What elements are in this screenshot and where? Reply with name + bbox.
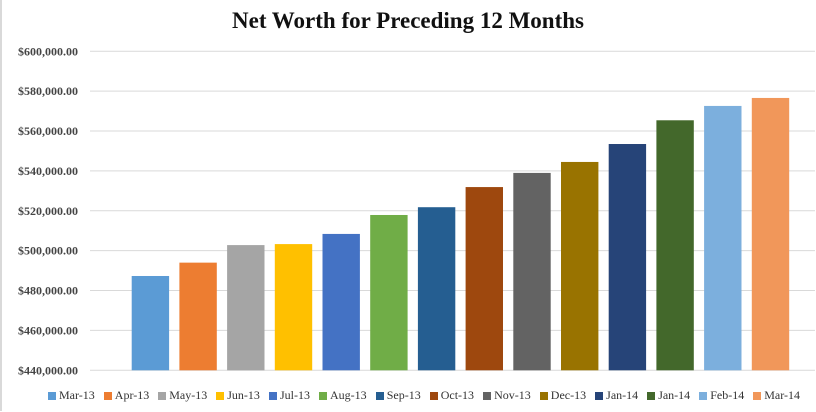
legend-label: Aug-13	[330, 388, 367, 402]
legend-item: Jan-14	[595, 388, 638, 403]
legend-item: Sep-13	[375, 388, 421, 403]
legend-swatch	[699, 391, 708, 400]
y-tick-label: $460,000.00	[18, 323, 78, 337]
bar-jan-14	[608, 144, 647, 371]
legend-label: Mar-13	[59, 388, 95, 402]
legend-swatch	[595, 391, 604, 400]
legend-item: Oct-13	[429, 388, 475, 403]
bar-nov-13	[513, 172, 551, 371]
legend-item: Nov-13	[483, 388, 531, 403]
legend-item: Mar-14	[753, 388, 800, 403]
legend-swatch	[375, 391, 384, 400]
bar-sep-13	[417, 207, 456, 371]
legend-swatch	[319, 391, 327, 400]
legend-label: Sep-13	[386, 388, 421, 402]
legend-label: Dec-13	[550, 388, 587, 402]
legend-label: Jan-14	[606, 388, 639, 402]
legend-label: Nov-13	[494, 388, 531, 402]
bar-jul-13	[322, 233, 360, 371]
bar-mar-14	[751, 97, 790, 371]
legend-label: Jul-13	[279, 388, 310, 402]
bar-dec-13	[561, 161, 599, 371]
y-tick-label: $500,000.00	[18, 244, 78, 258]
legend-item: Aug-13	[319, 388, 367, 403]
legend-swatch	[429, 391, 438, 400]
bar-jan-14	[656, 120, 694, 371]
bar-oct-13	[465, 187, 503, 371]
legend-label: Mar-14	[764, 388, 800, 402]
chart-title: Net Worth for Preceding 12 Months	[232, 8, 584, 33]
legend-item: Dec-13	[539, 388, 587, 403]
legend-item: Jul-13	[268, 388, 310, 403]
y-tick-label: $520,000.00	[18, 204, 78, 218]
legend-item: May-13	[158, 388, 207, 403]
legend: Mar-13 Apr-13 May-13 Jun-13 Jul-13 Aug-13 Sep-…	[48, 388, 800, 403]
legend-swatch	[103, 391, 112, 400]
y-tick-label: $560,000.00	[18, 124, 78, 138]
legend-label: May-13	[169, 388, 208, 402]
legend-item: Feb-14	[699, 388, 744, 403]
bar-jun-13	[274, 244, 313, 371]
y-tick-label: $600,000.00	[18, 44, 78, 58]
bar-mar-13	[131, 275, 170, 371]
legend-item: Jun-13	[216, 388, 260, 403]
y-tick-label: $540,000.00	[18, 164, 78, 178]
y-tick-label: $580,000.00	[18, 84, 78, 98]
legend-swatch	[647, 391, 656, 400]
y-tick-label: $480,000.00	[18, 284, 78, 298]
y-tick-label: $440,000.00	[18, 363, 78, 377]
legend-swatch	[753, 391, 762, 400]
legend-item: Jan-14	[647, 388, 690, 403]
legend-swatch	[158, 391, 167, 400]
legend-label: Apr-13	[114, 388, 150, 402]
bar-apr-13	[179, 262, 217, 371]
bar-feb-14	[704, 105, 742, 371]
legend-swatch	[216, 391, 225, 400]
legend-swatch	[539, 391, 548, 400]
bar-aug-13	[370, 214, 408, 371]
legend-item: Mar-13	[48, 388, 95, 403]
legend-swatch	[48, 391, 56, 400]
legend-swatch	[268, 391, 277, 400]
legend-item: Apr-13	[103, 388, 150, 403]
legend-label: Jun-13	[227, 388, 260, 402]
legend-swatch	[483, 391, 492, 400]
bar-may-13	[227, 245, 265, 371]
legend-label: Jan-14	[658, 388, 691, 402]
legend-label: Feb-14	[710, 388, 745, 402]
legend-label: Oct-13	[440, 388, 475, 402]
